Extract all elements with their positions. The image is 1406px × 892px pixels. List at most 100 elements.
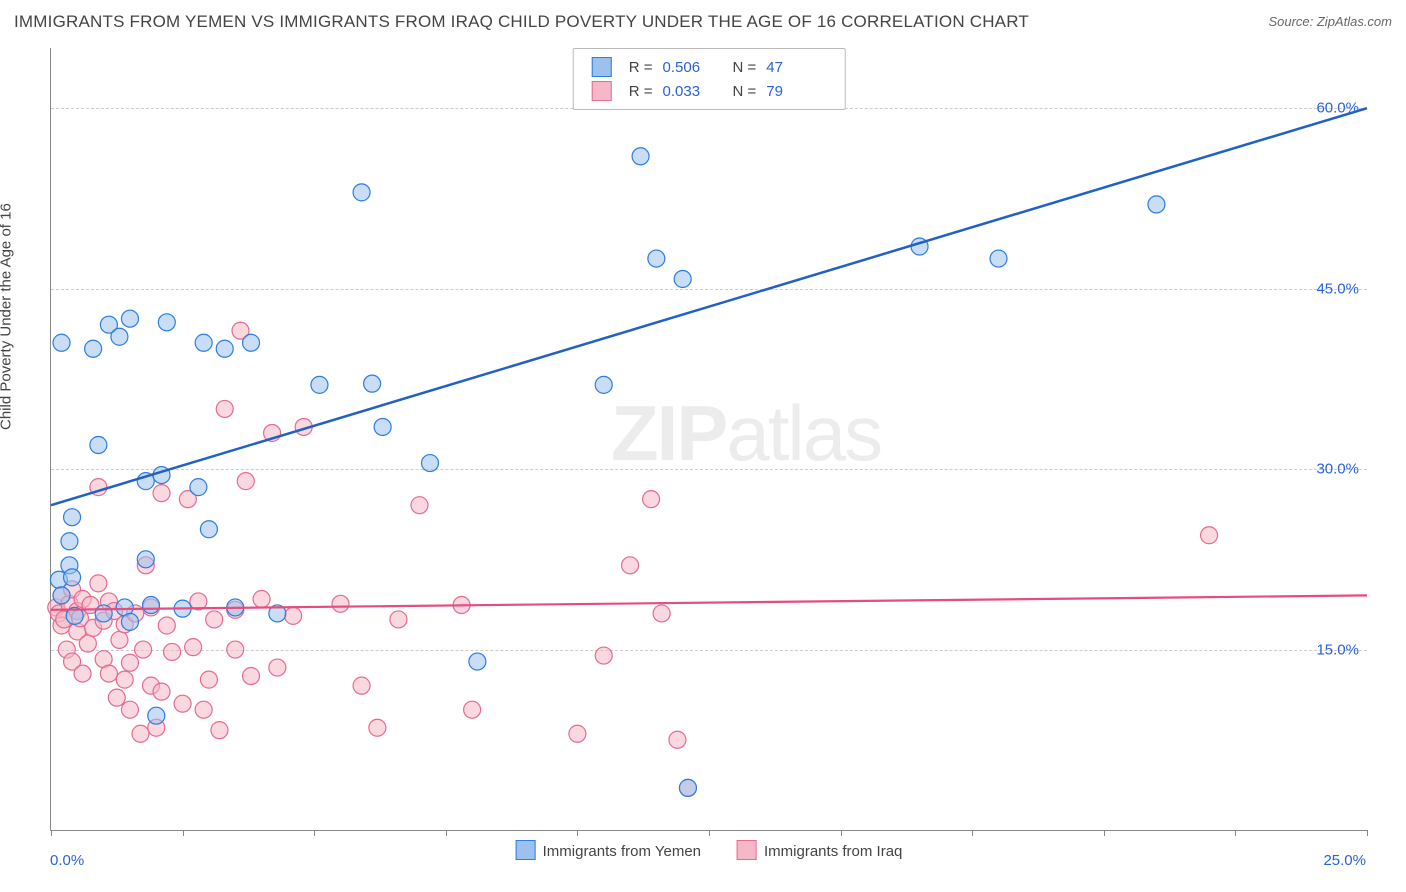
x-min-label: 0.0% [50, 852, 84, 869]
scatter-point [121, 613, 138, 630]
scatter-point [64, 509, 81, 526]
scatter-point [61, 533, 78, 550]
x-tick [1235, 830, 1236, 836]
scatter-point [595, 376, 612, 393]
r-label: R = [629, 59, 653, 76]
scatter-point [185, 639, 202, 656]
scatter-point [353, 677, 370, 694]
trend-line [51, 108, 1367, 505]
source-value: ZipAtlas.com [1317, 14, 1392, 29]
scatter-point [158, 617, 175, 634]
legend-stats-row-iraq: R = 0.033 N = 79 [592, 79, 827, 103]
scatter-point [116, 671, 133, 688]
scatter-point [195, 334, 212, 351]
scatter-point [1201, 527, 1218, 544]
series-name-iraq: Immigrants from Iraq [764, 843, 902, 860]
n-label: N = [733, 83, 757, 100]
header: IMMIGRANTS FROM YEMEN VS IMMIGRANTS FROM… [14, 12, 1392, 40]
scatter-point [90, 437, 107, 454]
scatter-point [990, 250, 1007, 267]
scatter-point [216, 340, 233, 357]
scatter-point [243, 334, 260, 351]
scatter-point [269, 659, 286, 676]
scatter-svg [51, 48, 1367, 830]
scatter-point [653, 605, 670, 622]
scatter-point [108, 689, 125, 706]
scatter-point [153, 485, 170, 502]
scatter-point [464, 701, 481, 718]
scatter-point [135, 641, 152, 658]
scatter-point [632, 148, 649, 165]
scatter-point [411, 497, 428, 514]
scatter-point [200, 671, 217, 688]
x-tick [841, 830, 842, 836]
swatch-iraq [737, 840, 757, 860]
r-value-yemen: 0.506 [663, 59, 723, 76]
source-credit: Source: ZipAtlas.com [1268, 14, 1392, 29]
scatter-point [253, 591, 270, 608]
x-tick [709, 830, 710, 836]
legend-stats: R = 0.506 N = 47 R = 0.033 N = 79 [573, 48, 846, 110]
scatter-point [121, 701, 138, 718]
series-name-yemen: Immigrants from Yemen [543, 843, 701, 860]
x-tick [183, 830, 184, 836]
n-label: N = [733, 59, 757, 76]
x-max-label: 25.0% [1323, 852, 1366, 869]
x-tick [972, 830, 973, 836]
scatter-point [190, 479, 207, 496]
scatter-point [95, 605, 112, 622]
scatter-point [569, 725, 586, 742]
scatter-point [153, 683, 170, 700]
scatter-point [158, 314, 175, 331]
scatter-point [132, 725, 149, 742]
scatter-point [79, 635, 96, 652]
scatter-point [53, 334, 70, 351]
scatter-point [64, 569, 81, 586]
scatter-point [332, 595, 349, 612]
scatter-point [100, 665, 117, 682]
scatter-point [353, 184, 370, 201]
scatter-point [643, 491, 660, 508]
swatch-yemen [592, 57, 612, 77]
source-label: Source: [1268, 14, 1316, 29]
scatter-point [111, 328, 128, 345]
chart-title: IMMIGRANTS FROM YEMEN VS IMMIGRANTS FROM… [14, 12, 1029, 31]
scatter-point [390, 611, 407, 628]
scatter-point [121, 654, 138, 671]
scatter-point [143, 597, 160, 614]
scatter-point [206, 611, 223, 628]
scatter-point [243, 668, 260, 685]
n-value-yemen: 47 [766, 59, 826, 76]
scatter-point [622, 557, 639, 574]
scatter-point [90, 575, 107, 592]
scatter-point [369, 719, 386, 736]
scatter-point [216, 400, 233, 417]
scatter-point [674, 270, 691, 287]
scatter-point [422, 455, 439, 472]
trend-line [51, 595, 1367, 609]
scatter-point [85, 340, 102, 357]
scatter-point [285, 607, 302, 624]
x-tick [1367, 830, 1368, 836]
r-value-iraq: 0.033 [663, 83, 723, 100]
scatter-point [53, 587, 70, 604]
x-tick [314, 830, 315, 836]
scatter-point [111, 631, 128, 648]
x-tick [1104, 830, 1105, 836]
y-axis-label: Child Poverty Under the Age of 16 [0, 203, 15, 430]
plot-area: 15.0%30.0%45.0%60.0% ZIPatlas R = 0.506 … [50, 48, 1367, 831]
x-tick [51, 830, 52, 836]
scatter-point [374, 418, 391, 435]
scatter-point [211, 722, 228, 739]
scatter-point [148, 707, 165, 724]
n-value-iraq: 79 [766, 83, 826, 100]
scatter-point [195, 701, 212, 718]
legend-item-iraq: Immigrants from Iraq [737, 840, 902, 860]
scatter-point [669, 731, 686, 748]
x-tick [446, 830, 447, 836]
scatter-point [174, 695, 191, 712]
legend-item-yemen: Immigrants from Yemen [516, 840, 701, 860]
swatch-iraq [592, 81, 612, 101]
scatter-point [200, 521, 217, 538]
scatter-point [1148, 196, 1165, 213]
